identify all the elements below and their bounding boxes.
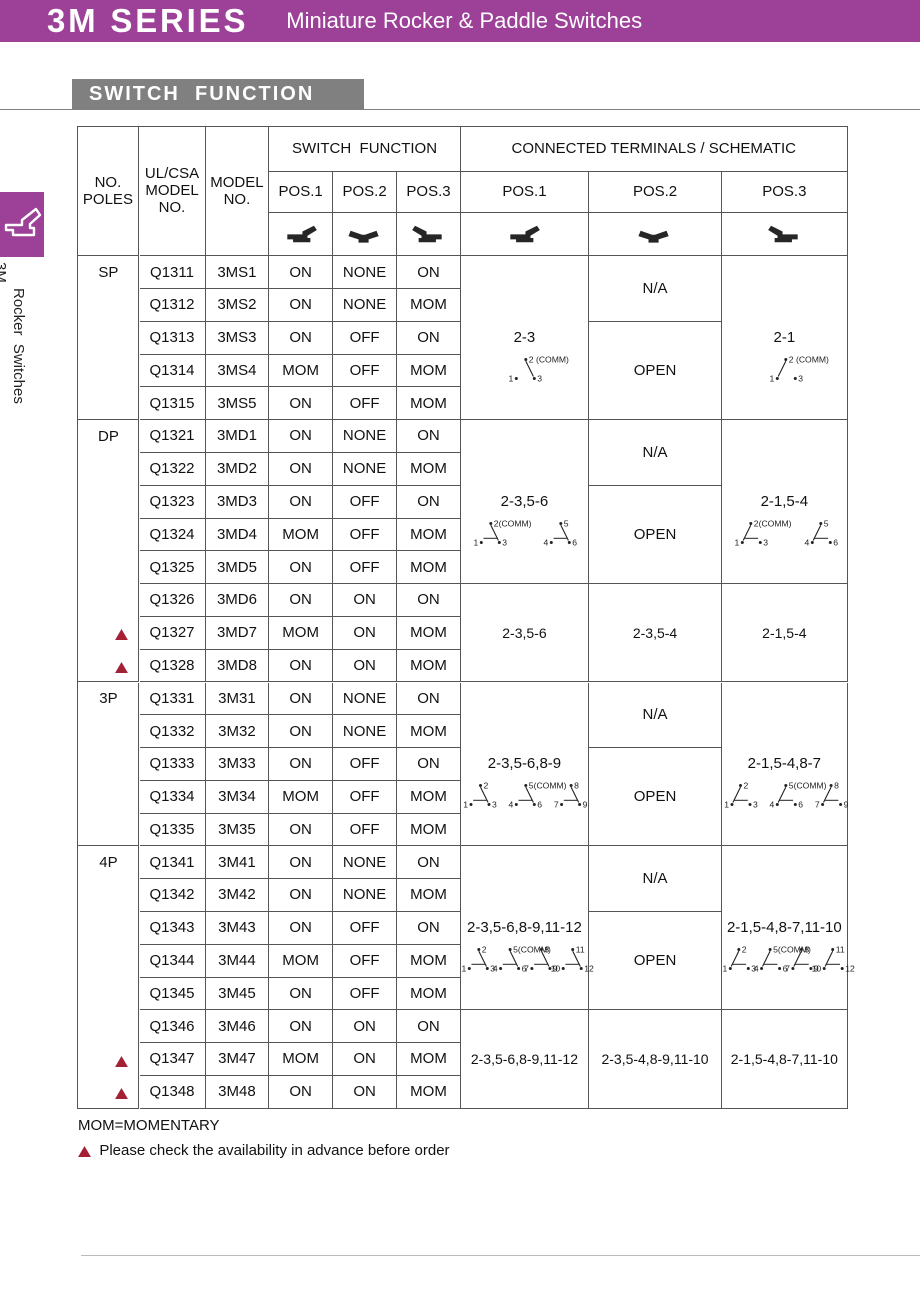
svg-text:5: 5: [824, 519, 829, 529]
svg-text:2(COMM): 2(COMM): [493, 519, 531, 529]
svg-text:10: 10: [550, 964, 560, 974]
svg-text:2 (COMM): 2 (COMM): [528, 355, 568, 365]
svg-text:6: 6: [537, 800, 542, 810]
svg-text:4: 4: [493, 964, 498, 974]
svg-text:1: 1: [461, 964, 466, 974]
svg-text:11: 11: [836, 945, 845, 955]
svg-text:3: 3: [492, 800, 497, 810]
svg-text:10: 10: [812, 964, 822, 974]
svg-text:1: 1: [734, 538, 739, 548]
svg-text:1: 1: [769, 374, 774, 384]
svg-text:8: 8: [574, 781, 579, 791]
svg-text:2: 2: [481, 945, 486, 955]
svg-text:12: 12: [584, 964, 594, 974]
svg-text:7: 7: [815, 800, 820, 810]
svg-text:3: 3: [537, 374, 542, 384]
svg-text:1: 1: [473, 538, 478, 548]
svg-text:6: 6: [798, 800, 803, 810]
svg-text:11: 11: [575, 945, 584, 955]
svg-text:4: 4: [543, 538, 548, 548]
svg-text:8: 8: [834, 781, 839, 791]
svg-text:2(COMM): 2(COMM): [754, 519, 792, 529]
svg-text:5(COMM): 5(COMM): [528, 781, 566, 791]
svg-text:4: 4: [804, 538, 809, 548]
svg-text:9: 9: [843, 800, 848, 810]
svg-text:4: 4: [508, 800, 513, 810]
svg-text:9: 9: [582, 800, 587, 810]
svg-text:5: 5: [563, 519, 568, 529]
svg-text:3: 3: [502, 538, 507, 548]
svg-text:2: 2: [742, 945, 747, 955]
svg-text:3: 3: [753, 800, 758, 810]
svg-text:3: 3: [763, 538, 768, 548]
svg-text:8: 8: [544, 945, 549, 955]
svg-text:6: 6: [833, 538, 838, 548]
svg-text:1: 1: [463, 800, 468, 810]
svg-text:7: 7: [785, 964, 790, 974]
svg-text:2: 2: [743, 781, 748, 791]
svg-text:5(COMM): 5(COMM): [789, 781, 827, 791]
svg-text:1: 1: [508, 374, 513, 384]
svg-text:7: 7: [524, 964, 529, 974]
svg-text:2 (COMM): 2 (COMM): [789, 355, 829, 365]
svg-text:7: 7: [554, 800, 559, 810]
svg-text:2: 2: [483, 781, 488, 791]
svg-text:3: 3: [798, 374, 803, 384]
svg-text:1: 1: [724, 800, 729, 810]
svg-text:8: 8: [804, 945, 809, 955]
svg-text:4: 4: [769, 800, 774, 810]
svg-text:1: 1: [722, 964, 727, 974]
svg-text:6: 6: [572, 538, 577, 548]
svg-text:4: 4: [754, 964, 759, 974]
svg-text:12: 12: [845, 964, 855, 974]
